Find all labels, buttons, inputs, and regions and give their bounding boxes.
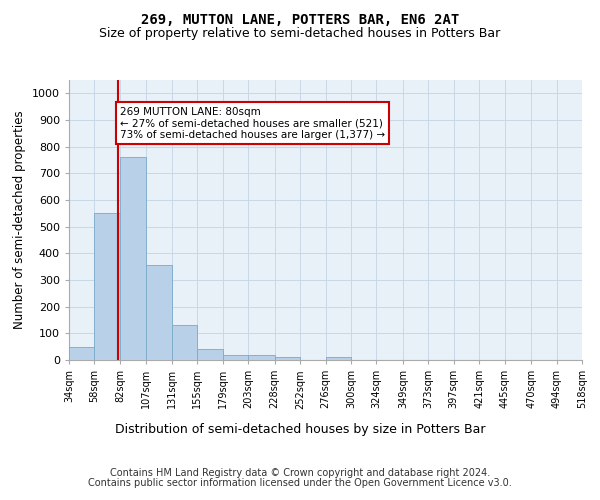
Bar (248, 355, 275, 360)
Bar (146, 264, 172, 360)
Bar (197, 350, 223, 360)
Bar (325, 357, 351, 360)
Bar (94, 212, 120, 360)
Bar (120, 158, 146, 360)
Text: 269 MUTTON LANE: 80sqm
← 27% of semi-detached houses are smaller (521)
73% of se: 269 MUTTON LANE: 80sqm ← 27% of semi-det… (120, 106, 385, 140)
Text: 269, MUTTON LANE, POTTERS BAR, EN6 2AT: 269, MUTTON LANE, POTTERS BAR, EN6 2AT (141, 12, 459, 26)
Bar (275, 358, 300, 360)
Bar (172, 326, 197, 360)
Text: Distribution of semi-detached houses by size in Potters Bar: Distribution of semi-detached houses by … (115, 422, 485, 436)
Text: Contains HM Land Registry data © Crown copyright and database right 2024.: Contains HM Land Registry data © Crown c… (110, 468, 490, 477)
Bar (69, 346, 94, 360)
Text: Size of property relative to semi-detached houses in Potters Bar: Size of property relative to semi-detach… (100, 28, 500, 40)
Text: Contains public sector information licensed under the Open Government Licence v3: Contains public sector information licen… (88, 478, 512, 488)
Bar (223, 355, 248, 360)
Y-axis label: Number of semi-detached properties: Number of semi-detached properties (13, 110, 26, 330)
